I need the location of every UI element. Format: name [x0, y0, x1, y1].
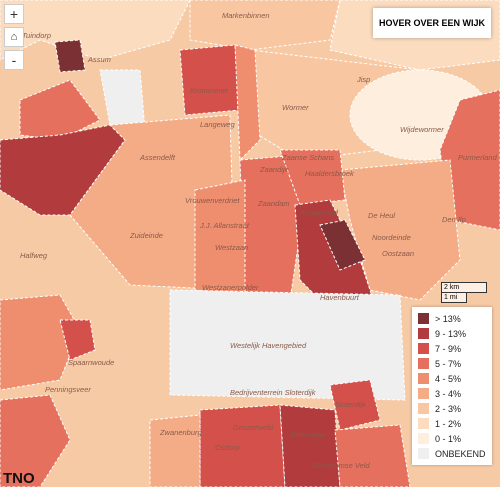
place-label: Purmerland — [458, 153, 498, 162]
place-label: Markenbinnen — [222, 11, 270, 20]
place-label: Assum — [87, 55, 111, 64]
place-label: Zaanse Schans — [281, 153, 334, 162]
legend-swatch — [418, 448, 429, 459]
place-label: Krommenie — [190, 86, 228, 95]
district — [0, 124, 126, 216]
place-label: Haaldersbroek — [305, 169, 355, 178]
legend-label: 0 - 1% — [435, 433, 462, 444]
district — [439, 89, 500, 231]
place-label: Zaandam — [257, 199, 290, 208]
district — [69, 114, 236, 291]
legend-item: 9 - 13% — [418, 326, 492, 341]
scale-mi: 1 mi — [441, 292, 467, 303]
place-label: Osdorp — [215, 443, 240, 452]
district — [0, 0, 191, 61]
place-label: Sloterdijk — [335, 400, 367, 409]
place-label: Tuindorp — [22, 31, 51, 40]
home[interactable]: ⌂ — [4, 27, 24, 47]
district — [149, 414, 201, 487]
place-label: Koogerveld — [300, 208, 339, 217]
place-label: Den Ilp — [442, 215, 466, 224]
legend-swatch — [418, 358, 429, 369]
legend-label: 2 - 3% — [435, 403, 462, 414]
place-label: Zwanenburg — [159, 428, 203, 437]
place-label: Langeweg — [200, 120, 235, 129]
place-label: Slotermeer — [290, 430, 327, 439]
legend-label: ONBEKEND — [435, 448, 486, 459]
district — [279, 404, 341, 487]
legend-item: 3 - 4% — [418, 386, 492, 401]
legend-swatch — [418, 403, 429, 414]
legend-swatch — [418, 433, 429, 444]
legend-label: 3 - 4% — [435, 388, 462, 399]
place-label: Overtoomse Veld — [312, 461, 370, 470]
place-label: J.J. Allanstraat — [199, 221, 250, 230]
place-labels: Markenbinnen Assum Krommenie Langeweg Ji… — [20, 11, 498, 470]
legend-item: 0 - 1% — [418, 431, 492, 446]
legend-label: 5 - 7% — [435, 358, 462, 369]
district — [169, 289, 406, 401]
legend-swatch — [418, 343, 429, 354]
place-label: Zaandijk — [259, 165, 290, 174]
place-label: Halfweg — [20, 251, 48, 260]
place-label: Westzaan — [215, 243, 248, 252]
place-label: Jisp — [356, 75, 370, 84]
place-label: Geuzenveld — [233, 423, 274, 432]
legend-swatch — [418, 373, 429, 384]
zoom-in[interactable]: + — [4, 4, 24, 24]
info-box: HOVER OVER EEN WIJK — [373, 8, 491, 38]
legend: > 13% 9 - 13% 7 - 9% 5 - 7% 4 - 5% 3 - 4% 2 - … — [412, 307, 492, 465]
district — [54, 39, 86, 73]
place-label: Bedrijventerrein Sloterdijk — [230, 388, 317, 397]
attribution: TNO — [3, 470, 35, 487]
legend-label: 1 - 2% — [435, 418, 462, 429]
place-label: Vrouwenverdriet — [185, 196, 240, 205]
legend-label: 7 - 9% — [435, 343, 462, 354]
legend-label: 9 - 13% — [435, 328, 467, 339]
place-label: De Heul — [368, 211, 395, 220]
place-label: Assendelft — [139, 153, 176, 162]
legend-label: > 13% — [435, 313, 461, 324]
district — [319, 219, 366, 271]
zoom-out[interactable]: - — [4, 50, 24, 70]
legend-item: 2 - 3% — [418, 401, 492, 416]
place-label: Westelijk Havengebied — [230, 341, 307, 350]
district — [179, 44, 241, 116]
legend-swatch — [418, 418, 429, 429]
district — [334, 424, 411, 487]
place-label: Spaarnwoude — [68, 358, 114, 367]
place-label: Westzanerpolder — [202, 283, 259, 292]
place-label: Zuideinde — [129, 231, 163, 240]
place-label: Oostzaan — [382, 249, 414, 258]
legend-swatch — [418, 328, 429, 339]
district — [339, 159, 461, 301]
legend-item: 5 - 7% — [418, 356, 492, 371]
district — [19, 79, 101, 141]
district — [199, 404, 286, 487]
legend-item: 1 - 2% — [418, 416, 492, 431]
legend-label: 4 - 5% — [435, 373, 462, 384]
place-label: Wormer — [282, 103, 309, 112]
legend-item: ONBEKEND — [418, 446, 492, 461]
place-label: Wijdewormer — [400, 125, 444, 134]
legend-item: > 13% — [418, 311, 492, 326]
place-label: Penningsveer — [45, 385, 91, 394]
district — [234, 44, 261, 162]
legend-swatch — [418, 313, 429, 324]
legend-swatch — [418, 388, 429, 399]
place-label: Havenbuurt — [320, 293, 360, 302]
legend-item: 4 - 5% — [418, 371, 492, 386]
district — [0, 394, 71, 487]
district — [329, 379, 381, 431]
district — [189, 0, 341, 51]
district — [59, 319, 96, 361]
district — [279, 149, 346, 206]
place-label: Noordeinde — [372, 233, 411, 242]
legend-item: 7 - 9% — [418, 341, 492, 356]
